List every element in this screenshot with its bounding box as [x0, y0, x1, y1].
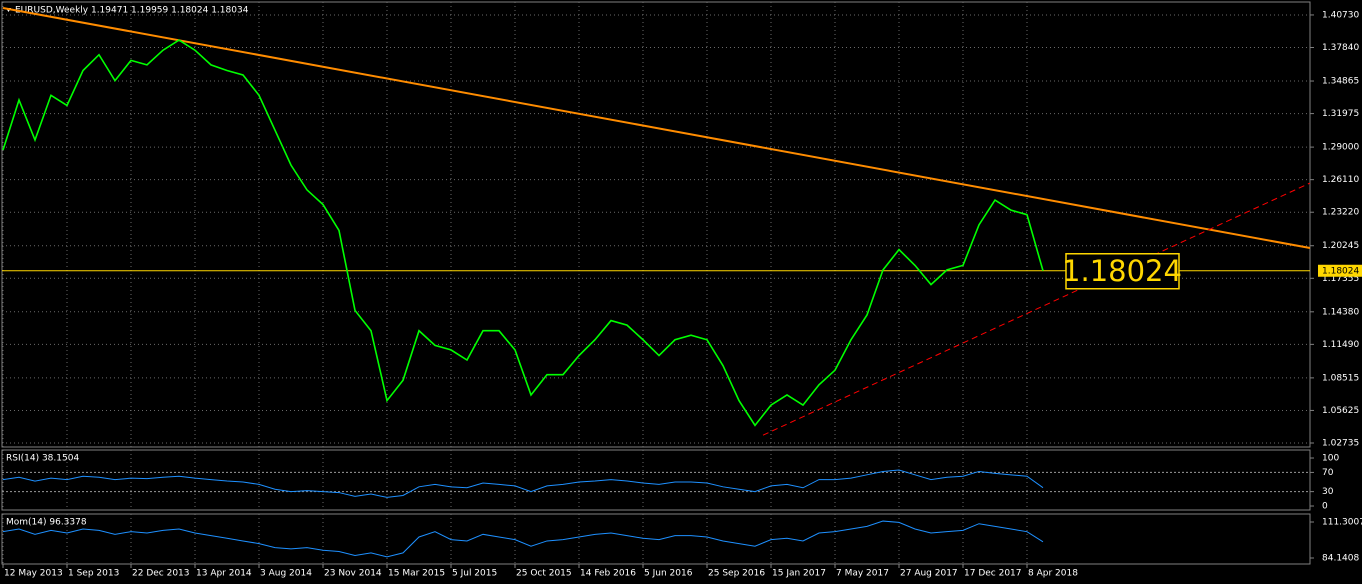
y-tick-label: 1.17355 — [1322, 274, 1359, 284]
x-tick-label: 5 Jul 2015 — [452, 569, 497, 579]
y-tick-label: 100 — [1322, 454, 1339, 464]
x-tick-label: 7 May 2017 — [836, 569, 889, 579]
y-tick-label: 1.02735 — [1322, 439, 1359, 449]
y-tick-label: 84.1408 — [1322, 553, 1359, 563]
x-tick-label: 17 Dec 2017 — [964, 569, 1022, 579]
y-tick-label: 0 — [1322, 502, 1328, 512]
y-tick-label: 1.23220 — [1322, 208, 1359, 218]
x-tick-label: 25 Sep 2016 — [708, 569, 765, 579]
indicator-line — [2, 469, 1044, 498]
x-tick-label: 1 Sep 2013 — [68, 569, 119, 579]
y-tick-label: 30 — [1322, 487, 1334, 497]
axis-price-box — [1318, 264, 1362, 277]
trend-line — [2, 6, 1311, 250]
x-tick-label: 14 Feb 2016 — [580, 569, 636, 579]
panel-title: RSI(14) 38.1504 — [6, 454, 79, 464]
y-tick-label: 1.34865 — [1322, 77, 1359, 87]
y-tick-label: 70 — [1322, 468, 1334, 478]
panel-frame — [1, 1, 1311, 448]
y-tick-label: 1.05625 — [1322, 406, 1359, 416]
x-tick-label: 27 Aug 2017 — [900, 569, 958, 579]
y-tick-label: 1.29000 — [1322, 143, 1359, 153]
panel-frame — [1, 449, 1311, 511]
panel-title: EURUSD,Weekly 1.19471 1.19959 1.18024 1.… — [15, 6, 249, 16]
x-tick-label: 15 Jan 2017 — [772, 569, 826, 579]
x-tick-label: 5 Jun 2016 — [644, 569, 693, 579]
y-tick-label: 111.3007 — [1322, 517, 1362, 527]
x-tick-label: 12 May 2013 — [4, 569, 63, 579]
panel-title: Mom(14) 96.3378 — [6, 518, 87, 528]
y-tick-label: 1.40730 — [1322, 10, 1359, 20]
x-tick-label: 13 Apr 2014 — [196, 569, 252, 579]
y-tick-label: 1.20245 — [1322, 241, 1359, 251]
y-tick-label: 1.26110 — [1322, 175, 1359, 185]
x-tick-label: 8 Apr 2018 — [1028, 569, 1078, 579]
price-badge-label: 1.18024 — [1062, 254, 1182, 288]
x-tick-label: 25 Oct 2015 — [516, 569, 572, 579]
y-tick-label: 1.14380 — [1322, 307, 1359, 317]
x-tick-label: 23 Nov 2014 — [324, 569, 382, 579]
y-tick-label: 1.37840 — [1322, 43, 1359, 53]
indicator-line — [2, 520, 1044, 558]
y-tick-label: 1.08515 — [1322, 373, 1359, 383]
x-tick-label: 22 Dec 2013 — [132, 569, 190, 579]
panel-frame — [1, 513, 1311, 565]
x-tick-label: 15 Mar 2015 — [388, 569, 445, 579]
price-badge — [1065, 253, 1180, 290]
x-tick-label: 3 Aug 2014 — [260, 569, 312, 579]
axis-price-label: 1.18024 — [1322, 266, 1359, 276]
y-tick-label: 1.11490 — [1322, 340, 1359, 350]
trend-line — [762, 182, 1311, 436]
y-tick-label: 1.31975 — [1322, 109, 1359, 119]
price-line — [2, 39, 1044, 427]
